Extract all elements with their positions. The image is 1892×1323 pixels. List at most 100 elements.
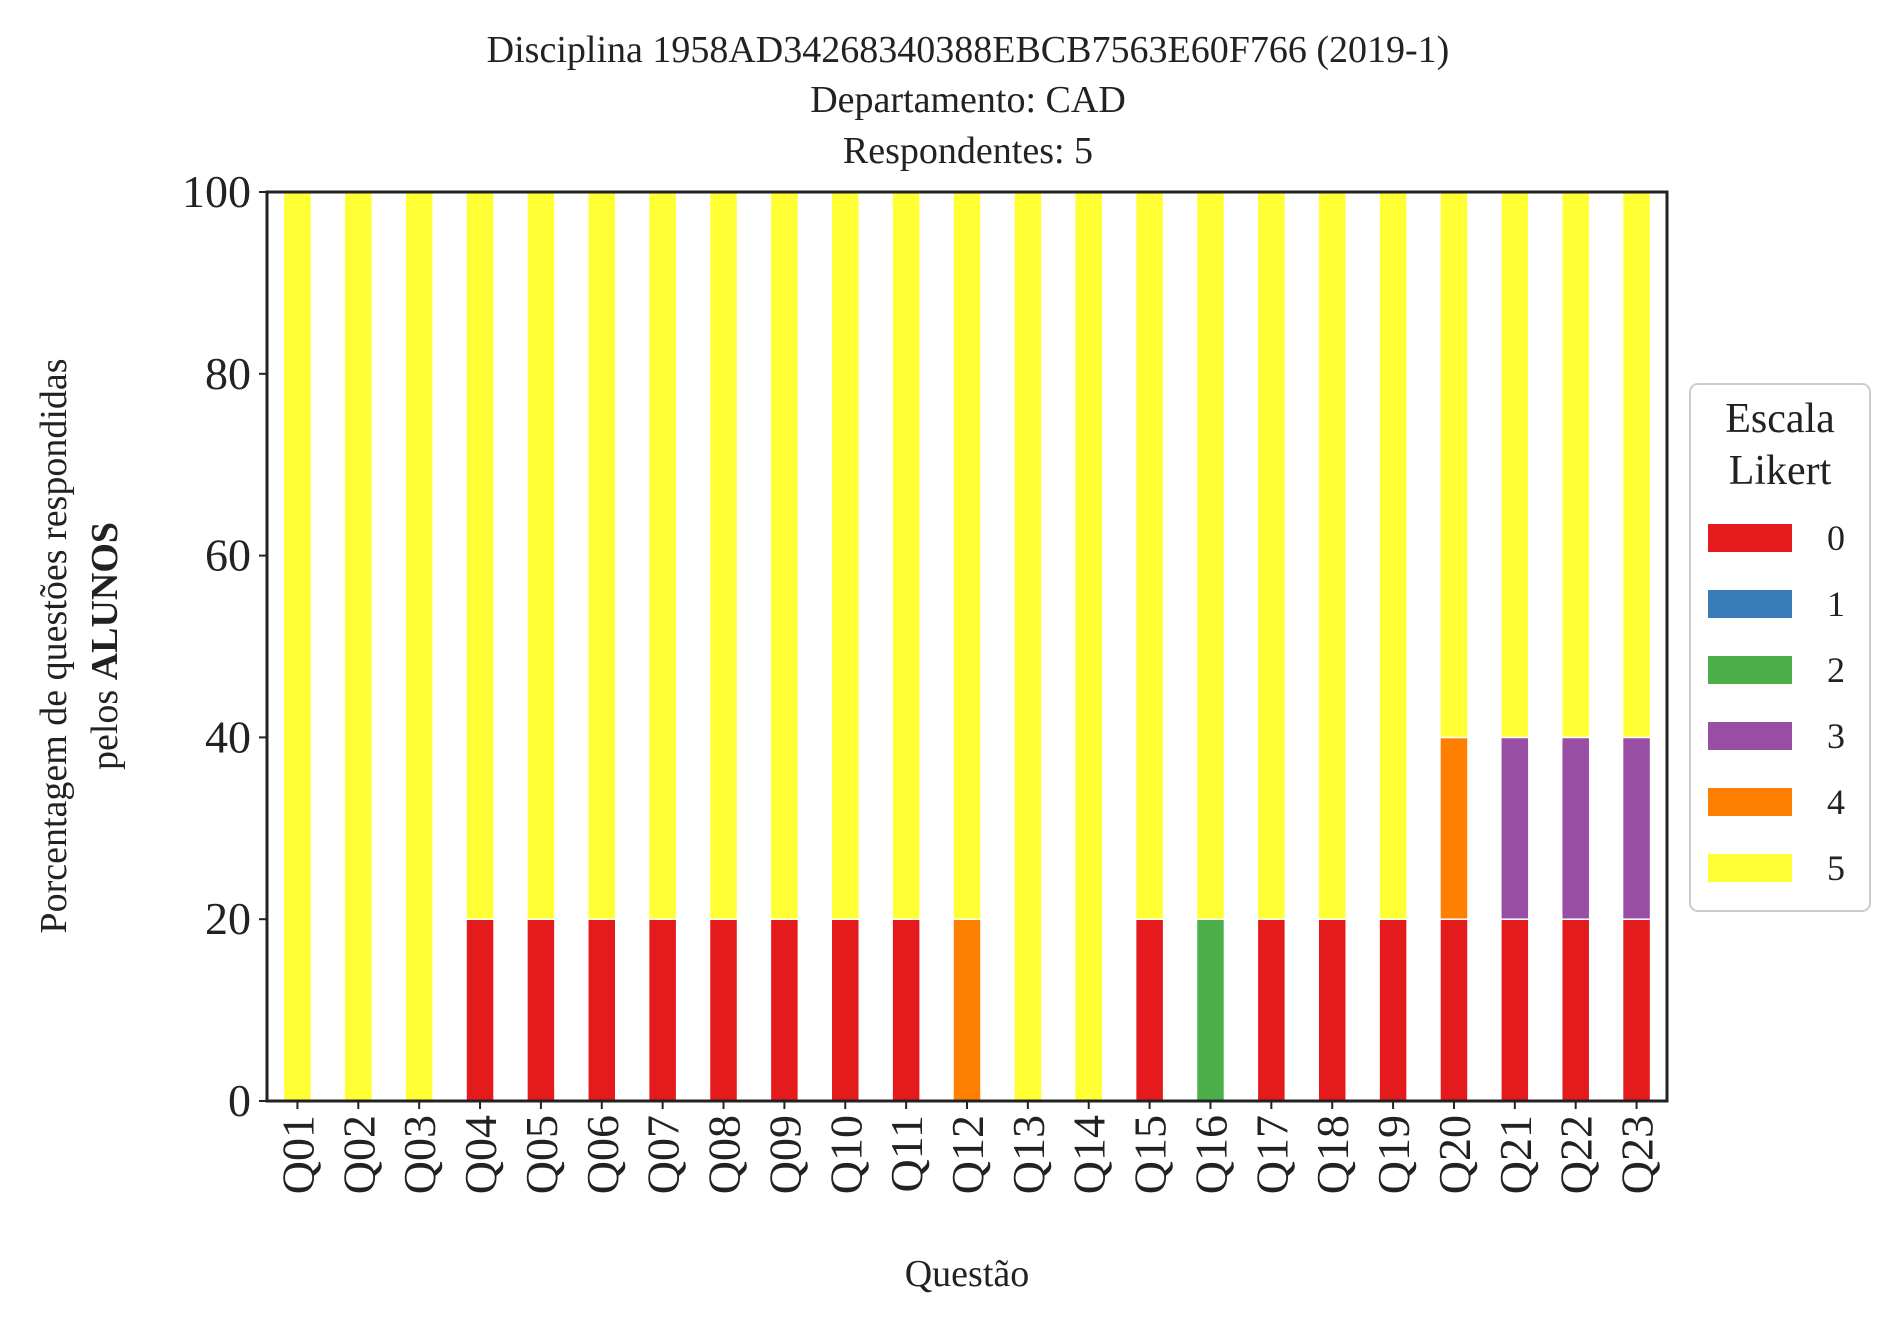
bar-q16-likert-5 (1195, 191, 1226, 920)
y-tick-label: 60 (205, 530, 251, 581)
legend-title-line-2: Likert (1729, 448, 1832, 494)
bar-q10-likert-0 (830, 918, 861, 1102)
bar-q04-likert-0 (465, 918, 495, 1102)
bar-q09-likert-0 (769, 918, 800, 1102)
y-axis-label-prefix: pelos (84, 680, 126, 770)
legend-swatch-1 (1708, 590, 1792, 618)
legend-label-3: 3 (1827, 716, 1845, 756)
x-tick-label-q08: Q08 (699, 1115, 750, 1194)
bar-q11-likert-0 (891, 918, 921, 1102)
legend-label-5: 5 (1827, 848, 1845, 888)
bar-q22-likert-0 (1560, 918, 1591, 1102)
y-tick-label: 80 (205, 348, 251, 399)
y-tick-label: 0 (228, 1075, 251, 1126)
bar-q21-likert-0 (1500, 918, 1530, 1102)
x-tick-label-q18: Q18 (1307, 1115, 1358, 1194)
bar-q10-likert-5 (830, 191, 861, 920)
x-tick-label-q03: Q03 (394, 1115, 445, 1194)
y-tick-label: 40 (205, 711, 251, 762)
bar-q23-likert-5 (1621, 191, 1652, 739)
bar-q03-likert-5 (404, 191, 434, 1102)
bar-q09-likert-5 (769, 191, 800, 920)
bar-q19-likert-0 (1378, 918, 1408, 1102)
legend-label-2: 2 (1827, 650, 1845, 690)
bar-q15-likert-5 (1134, 191, 1165, 920)
y-axis-ticks: 0 20 40 60 80 100 (182, 166, 267, 1126)
x-tick-label-q20: Q20 (1429, 1115, 1480, 1194)
x-tick-label-q09: Q09 (759, 1115, 810, 1194)
legend-swatch-3 (1708, 722, 1792, 750)
legend-swatch-4 (1708, 788, 1792, 816)
bar-q21-likert-5 (1500, 191, 1530, 739)
x-tick-label-q19: Q19 (1368, 1115, 1419, 1194)
bar-q15-likert-0 (1134, 918, 1165, 1102)
bar-q12-likert-5 (952, 191, 982, 920)
legend-swatch-5 (1708, 854, 1792, 882)
bar-q18-likert-0 (1317, 918, 1347, 1102)
x-axis-label: Questão (905, 1253, 1030, 1295)
bar-q21-likert-3 (1500, 736, 1530, 920)
x-tick-label-q22: Q22 (1551, 1115, 1602, 1194)
x-tick-label-q01: Q01 (272, 1115, 323, 1194)
legend-items: 0 1 2 3 4 5 (1708, 518, 1845, 888)
x-tick-label-q02: Q02 (333, 1115, 384, 1194)
legend-label-4: 4 (1827, 782, 1845, 822)
bar-q23-likert-3 (1621, 736, 1652, 920)
bar-q02-likert-5 (343, 191, 374, 1102)
bar-q22-likert-5 (1560, 191, 1591, 739)
bar-q20-likert-4 (1439, 736, 1469, 920)
bar-q06-likert-5 (587, 191, 617, 920)
chart-title-line-1: Disciplina 1958AD34268340388EBCB7563E60F… (487, 29, 1450, 71)
bar-q05-likert-5 (526, 191, 556, 920)
bar-q18-likert-5 (1317, 191, 1347, 920)
bar-q13-likert-5 (1013, 191, 1043, 1102)
bar-q17-likert-5 (1256, 191, 1287, 920)
bar-q19-likert-5 (1378, 191, 1408, 920)
bar-q12-likert-4 (952, 918, 982, 1102)
x-tick-label-q23: Q23 (1612, 1115, 1663, 1194)
bar-q08-likert-5 (708, 191, 739, 920)
bar-q05-likert-0 (526, 918, 556, 1102)
x-tick-label-q15: Q15 (1125, 1115, 1176, 1194)
bar-q11-likert-5 (891, 191, 921, 920)
bar-q06-likert-0 (587, 918, 617, 1102)
bar-q04-likert-5 (465, 191, 495, 920)
legend-label-0: 0 (1827, 518, 1845, 558)
bar-q07-likert-0 (647, 918, 678, 1102)
y-axis-label-line-1: Porcentagem de questões respondidas (33, 358, 75, 933)
x-tick-label-q17: Q17 (1246, 1115, 1297, 1194)
legend-title-line-1: Escala (1725, 396, 1835, 442)
bar-q07-likert-5 (647, 191, 678, 920)
x-tick-label-q21: Q21 (1490, 1115, 1541, 1194)
x-tick-label-q10: Q10 (820, 1115, 871, 1194)
x-tick-label-q14: Q14 (1064, 1115, 1115, 1194)
bars-group (282, 191, 1652, 1102)
x-axis-ticks: Q01 Q02 Q03 Q04 Q05 Q06 Q07 Q08 Q09 Q10 Q11 Q12 Q13 Q… (272, 1101, 1663, 1194)
bar-q17-likert-0 (1256, 918, 1287, 1102)
legend-swatch-0 (1708, 524, 1792, 552)
x-tick-label-q05: Q05 (516, 1115, 567, 1194)
chart-title-line-3: Respondentes: 5 (843, 130, 1093, 172)
legend-label-1: 1 (1827, 584, 1845, 624)
bar-q23-likert-0 (1621, 918, 1652, 1102)
plot-frame (265, 190, 1669, 1103)
x-tick-label-q13: Q13 (1003, 1115, 1054, 1194)
bar-q14-likert-5 (1073, 191, 1104, 1102)
legend: Escala Likert 0 1 2 3 4 5 (1689, 383, 1871, 912)
chart-title-line-2: Departamento: CAD (810, 79, 1126, 121)
bar-q01-likert-5 (282, 191, 313, 1102)
bar-q16-likert-2 (1195, 918, 1226, 1102)
x-tick-label-q04: Q04 (455, 1115, 506, 1194)
x-tick-label-q16: Q16 (1185, 1115, 1236, 1194)
x-tick-label-q06: Q06 (577, 1115, 628, 1194)
x-tick-label-q12: Q12 (942, 1115, 993, 1194)
bar-q20-likert-5 (1439, 191, 1469, 739)
bar-q08-likert-0 (708, 918, 739, 1102)
x-tick-label-q07: Q07 (638, 1115, 689, 1194)
legend-swatch-2 (1708, 656, 1792, 684)
bar-q20-likert-0 (1439, 918, 1469, 1102)
bar-q22-likert-3 (1560, 736, 1591, 920)
y-tick-label: 100 (182, 166, 251, 217)
y-tick-label: 20 (205, 893, 251, 944)
